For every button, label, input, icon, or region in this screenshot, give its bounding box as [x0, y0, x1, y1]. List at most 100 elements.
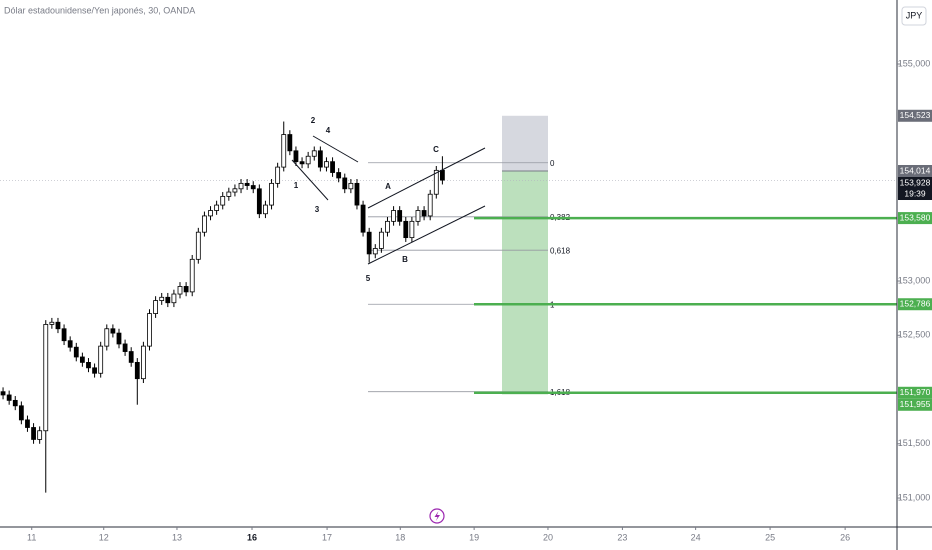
candle-body: [287, 134, 293, 152]
candle-body: [134, 362, 140, 380]
candle-body: [311, 150, 317, 157]
candle-body: [348, 182, 354, 190]
x-tick-label: 20: [543, 532, 553, 542]
candle-body: [232, 188, 238, 193]
candle-body: [336, 172, 342, 179]
candle-body: [275, 166, 281, 184]
y-tick-label: 155,000: [898, 58, 931, 68]
currency-label: JPY: [906, 10, 923, 20]
x-tick-label: 26: [840, 532, 850, 542]
candle-body: [360, 204, 366, 233]
trend-line: [312, 135, 359, 163]
price-tag: [898, 165, 932, 178]
x-tick-label: 17: [322, 532, 332, 542]
candle-body: [403, 220, 409, 239]
price-tag-label: 153,928: [900, 177, 931, 187]
candle-body: [49, 321, 55, 325]
candle-body: [305, 155, 311, 165]
candle-body: [171, 293, 177, 304]
x-tick-label: 13: [172, 532, 182, 542]
candle-body: [293, 150, 299, 163]
wave-label: 2: [311, 116, 316, 125]
price-tag: [898, 212, 932, 225]
x-tick-label: 25: [765, 532, 775, 542]
candle-body: [342, 177, 348, 190]
candle-body: [409, 220, 415, 239]
x-tick-label: 12: [99, 532, 109, 542]
candle-body: [385, 220, 390, 233]
candle-body: [238, 182, 244, 190]
candle-body: [104, 328, 110, 347]
candle-body: [281, 134, 287, 168]
price-tag: [898, 398, 932, 411]
channel-line: [367, 147, 486, 209]
candle-body: [391, 210, 396, 222]
candle-body: [189, 258, 195, 293]
candle-body: [37, 430, 43, 440]
candle-body: [43, 324, 49, 432]
candle-body: [220, 195, 226, 206]
candle-body: [256, 188, 262, 215]
candle-body: [421, 210, 427, 217]
candle-body: [140, 345, 146, 380]
candle-body: [244, 182, 250, 186]
candle-body: [354, 182, 360, 206]
plot: 00,3820,61811,618: [0, 115, 897, 493]
position-target-zone: [502, 171, 548, 395]
price-tag: [898, 177, 932, 201]
x-tick-label: 16: [247, 532, 257, 542]
y-tick-label: 153,000: [898, 275, 931, 285]
x-tick-label: 23: [617, 532, 627, 542]
candle-body: [165, 296, 171, 304]
candle-body: [122, 343, 128, 352]
candle-body: [214, 204, 220, 211]
fib-label: 0,618: [550, 246, 571, 255]
candle-body: [202, 215, 207, 233]
candle-body: [67, 340, 73, 348]
price-tag-label: 151,955: [900, 399, 931, 409]
price-tag-label: 154,014: [900, 165, 931, 175]
candle-body: [0, 391, 6, 396]
price-tag-label: 154,523: [900, 110, 931, 120]
candle-body: [263, 204, 268, 215]
x-tick-label: 11: [27, 532, 36, 542]
candle-body: [159, 296, 165, 301]
candle-body: [439, 169, 445, 181]
price-tag-label: 153,580: [900, 212, 931, 222]
price-tag: [898, 386, 932, 399]
wave-label: C: [433, 145, 439, 154]
candle-body: [55, 321, 61, 330]
wave-label: 1: [294, 181, 299, 190]
wave-label: B: [402, 255, 408, 264]
candle-body: [79, 356, 85, 363]
candle-body: [153, 300, 159, 314]
candle-body: [86, 362, 91, 369]
candle-body: [61, 328, 67, 342]
candle-body: [372, 248, 378, 255]
candle-body: [183, 286, 189, 293]
currency-button[interactable]: [901, 6, 927, 26]
channel-line: [367, 205, 486, 265]
wave-label: A: [385, 182, 391, 191]
y-tick-label: 152,500: [898, 330, 931, 340]
position-stop-zone: [502, 115, 548, 172]
candle-body: [128, 351, 134, 363]
candle-body: [92, 367, 97, 374]
candle-body: [208, 210, 213, 217]
x-tick-label: 24: [691, 532, 701, 542]
x-tick-label: 18: [395, 532, 405, 542]
candle-body: [250, 185, 256, 190]
candle-body: [98, 345, 104, 374]
candle-body: [324, 161, 329, 168]
chart-title: Dólar estadounidense/Yen japonés, 30, OA…: [4, 5, 195, 15]
trend-line: [291, 159, 329, 201]
event-icon[interactable]: [429, 508, 445, 524]
candle-body: [116, 332, 122, 345]
candle-body: [433, 169, 439, 195]
x-tick-label: 19: [469, 532, 479, 542]
candle-body: [397, 210, 403, 222]
candle-body: [177, 286, 183, 295]
trend-lines: [291, 135, 486, 265]
